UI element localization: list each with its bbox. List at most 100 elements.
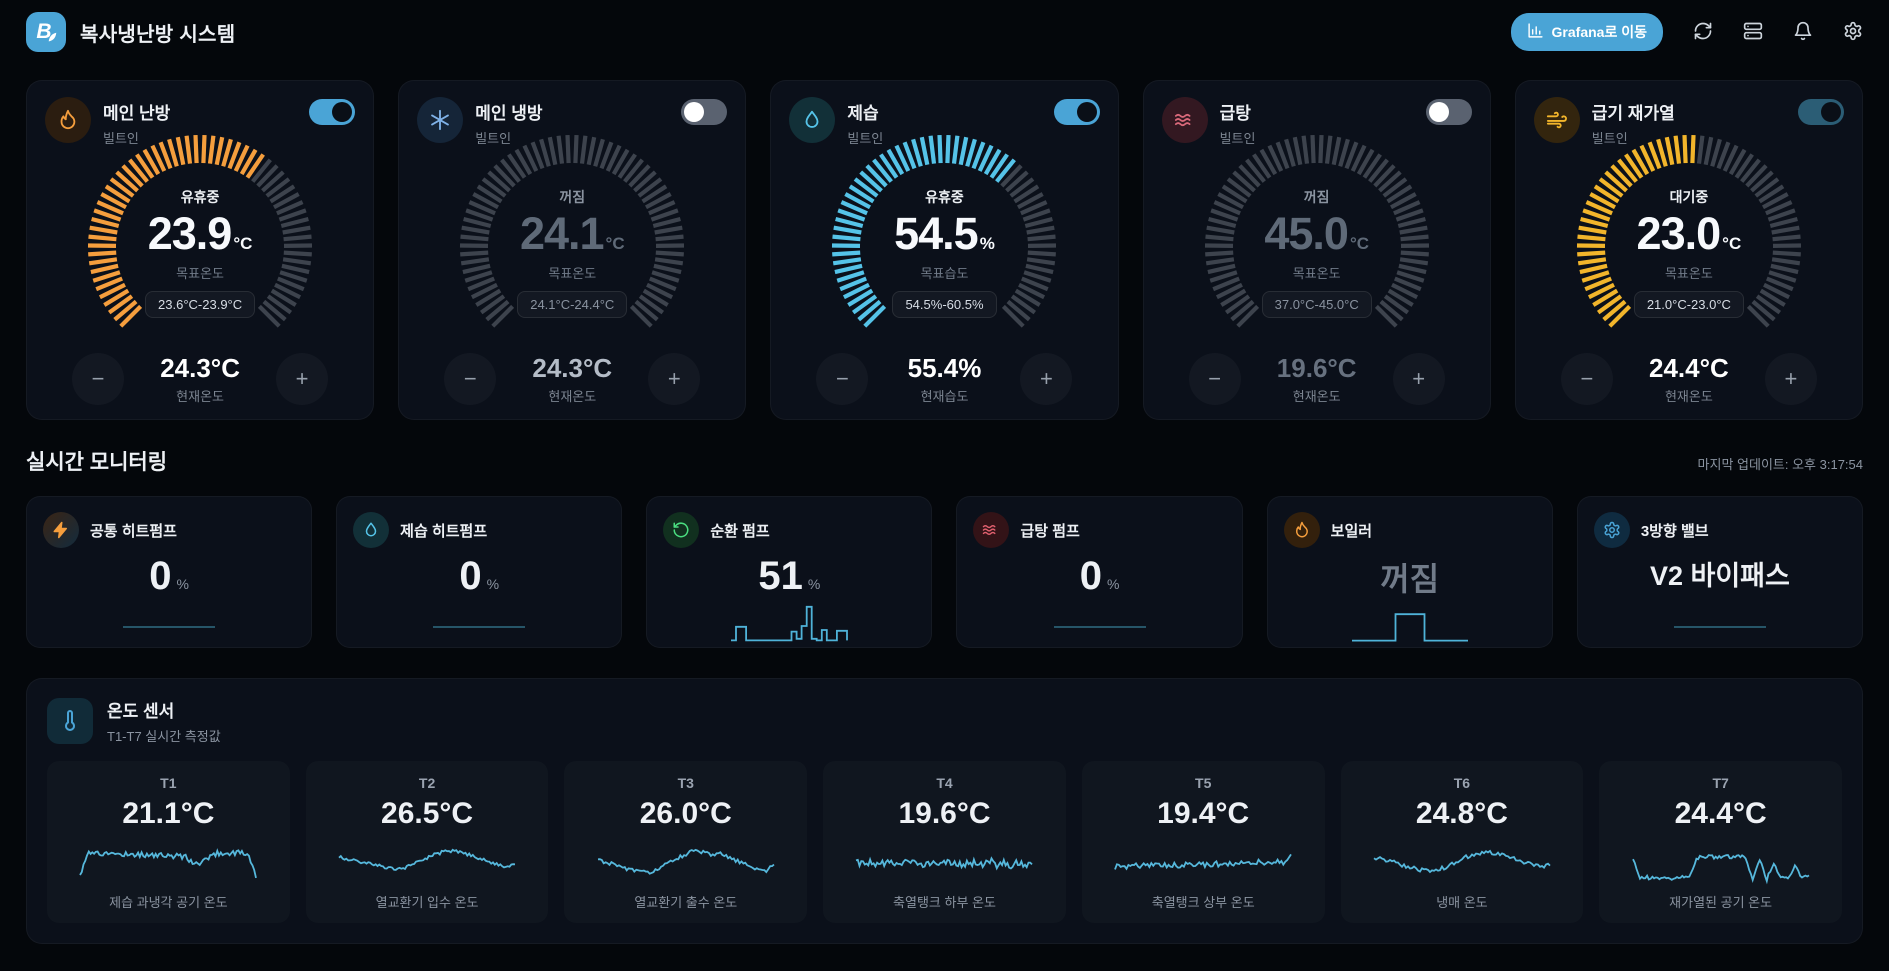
sensor-value: 26.0°C — [639, 797, 732, 830]
gauge-unit: % — [979, 233, 995, 253]
sensor-value: 19.4°C — [1157, 797, 1250, 830]
card-subtitle: 빌트인 — [847, 131, 884, 146]
sensor-id: T1 — [160, 775, 177, 791]
sensor-sparkline — [337, 839, 517, 890]
increase-button[interactable]: + — [1393, 353, 1445, 405]
logo-letter: B — [36, 20, 52, 43]
monitor-card: 보일러 꺼짐 — [1266, 496, 1553, 648]
gauge: 유휴중 54.5 % 목표습도 54.5%-60.5% — [828, 131, 1060, 363]
waves-icon — [973, 512, 1010, 548]
monitor-cards-row: 공통 히트펌프 0 % 제습 히트펌프 0 % 순환 펌프 51 % 급탕 펌프 — [26, 496, 1863, 648]
increase-button[interactable]: + — [1765, 353, 1817, 405]
monitor-title: 제습 히트펌프 — [400, 522, 488, 540]
monitor-value: 0 — [1079, 554, 1102, 598]
sparkline — [431, 617, 527, 635]
sensor-value: 26.5°C — [381, 797, 474, 830]
monitor-card: 공통 히트펌프 0 % — [26, 496, 313, 648]
grafana-button-label: Grafana로 이동 — [1551, 24, 1647, 40]
gauge-value: 23.9 — [147, 207, 233, 259]
sensor-tiles-row: T1 21.1°C 제습 과냉각 공기 온도 T2 26.5°C 열교환기 입수… — [47, 761, 1842, 923]
monitor-title: 3방향 밸브 — [1640, 522, 1709, 540]
page-title: 복사냉난방 시스템 — [80, 23, 236, 46]
decrease-button[interactable]: − — [1561, 353, 1613, 405]
refresh-button[interactable] — [1693, 21, 1713, 44]
monitor-value: 0 — [149, 554, 172, 598]
decrease-button[interactable]: − — [444, 353, 496, 405]
waves-icon — [1161, 97, 1208, 143]
gauge-unit: °C — [233, 233, 253, 253]
gauge: 유휴중 23.9 °C 목표온도 23.6°C-23.9°C — [84, 131, 316, 363]
refresh-icon — [1693, 21, 1713, 44]
monitor-card: 3방향 밸브 V2 바이패스 — [1576, 496, 1863, 648]
droplet-icon — [353, 512, 390, 548]
sensors-subtitle: T1-T7 실시간 측정값 — [107, 729, 221, 744]
monitor-unit: % — [176, 576, 189, 592]
sensor-value: 19.6°C — [898, 797, 991, 830]
monitor-value: 꺼짐 — [1380, 561, 1440, 597]
gauge-unit: °C — [605, 233, 625, 253]
sensor-id: T7 — [1712, 775, 1729, 791]
sensor-tile: T1 21.1°C 제습 과냉각 공기 온도 — [47, 761, 290, 923]
power-toggle[interactable] — [1053, 99, 1100, 125]
sensor-sparkline — [1372, 839, 1552, 890]
bar-chart-icon — [1527, 22, 1544, 42]
wind-icon — [1533, 97, 1580, 143]
card-title: 메인 냉방 — [475, 104, 543, 123]
sensor-tile: T3 26.0°C 열교환기 출수 온도 — [564, 761, 808, 923]
decrease-button[interactable]: − — [816, 353, 868, 405]
power-toggle[interactable] — [1425, 99, 1472, 125]
monitor-unit: % — [1106, 576, 1120, 592]
gauge-status: 유휴중 — [925, 188, 964, 205]
app-header: B 복사냉난방 시스템 Grafana로 이동 — [0, 0, 1889, 64]
card-subtitle: 빌트인 — [475, 131, 512, 146]
sensor-caption: 축열탱크 상부 온도 — [1151, 895, 1255, 910]
power-toggle[interactable] — [681, 99, 728, 125]
monitor-title: 공통 히트펌프 — [90, 522, 177, 540]
increase-button[interactable]: + — [276, 353, 328, 405]
sparkline — [729, 599, 849, 650]
control-card: 메인 난방 빌트인 유휴중 23.9 °C 목표온도 23.6°C-23.9°C… — [26, 80, 375, 420]
sensor-value: 24.4°C — [1674, 797, 1767, 830]
increase-button[interactable]: + — [1020, 353, 1072, 405]
gauge-status: 꺼짐 — [1303, 188, 1330, 205]
sensor-id: T6 — [1453, 775, 1471, 791]
thermometer-icon — [47, 698, 93, 744]
card-subtitle: 빌트인 — [1591, 131, 1628, 146]
sensor-caption: 축열탱크 하부 온도 — [893, 895, 996, 910]
control-card: 급기 재가열 빌트인 대기중 23.0 °C 목표온도 21.0°C-23.0°… — [1514, 80, 1863, 420]
target-range-badge: 54.5%-60.5% — [892, 290, 997, 318]
current-label: 현재온도 — [1292, 389, 1341, 404]
target-label: 목표온도 — [1664, 265, 1713, 281]
temperature-sensors-panel: 온도 센서 T1-T7 실시간 측정값 T1 21.1°C 제습 과냉각 공기 … — [26, 678, 1863, 944]
sensor-tile: T7 24.4°C 재가열된 공기 온도 — [1599, 761, 1842, 923]
sensors-title: 온도 센서 — [107, 702, 175, 721]
devices-button[interactable] — [1743, 21, 1763, 44]
snowflake-icon — [417, 97, 464, 143]
sensor-tile: T4 19.6°C 축열탱크 하부 온도 — [823, 761, 1066, 923]
control-cards-row: 메인 난방 빌트인 유휴중 23.9 °C 목표온도 23.6°C-23.9°C… — [26, 80, 1863, 420]
current-label: 현재온도 — [1664, 389, 1713, 404]
notifications-button[interactable] — [1793, 21, 1813, 44]
sensor-value: 21.1°C — [122, 797, 215, 830]
monitor-card: 급탕 펌프 0 % — [956, 496, 1243, 648]
current-label: 현재온도 — [548, 389, 597, 404]
sensor-sparkline — [1631, 839, 1811, 890]
sensor-tile: T5 19.4°C 축열탱크 상부 온도 — [1081, 761, 1325, 923]
card-subtitle: 빌트인 — [103, 131, 139, 146]
power-toggle[interactable] — [309, 99, 356, 125]
decrease-button[interactable]: − — [72, 353, 124, 405]
grafana-button[interactable]: Grafana로 이동 — [1510, 13, 1663, 51]
power-toggle[interactable] — [1798, 99, 1844, 125]
increase-button[interactable]: + — [648, 353, 700, 405]
flame-icon — [1283, 512, 1320, 548]
current-value: 24.3°C — [532, 353, 613, 383]
monitor-unit: % — [807, 576, 821, 592]
target-range-badge: 24.1°C-24.4°C — [517, 290, 628, 318]
gauge-value: 45.0 — [1264, 207, 1349, 259]
target-range-badge: 21.0°C-23.0°C — [1633, 290, 1744, 318]
decrease-button[interactable]: − — [1189, 353, 1241, 405]
settings-button[interactable] — [1843, 21, 1863, 44]
current-label: 현재습도 — [920, 389, 969, 404]
sensor-sparkline — [78, 839, 258, 890]
current-label: 현재온도 — [176, 389, 225, 404]
